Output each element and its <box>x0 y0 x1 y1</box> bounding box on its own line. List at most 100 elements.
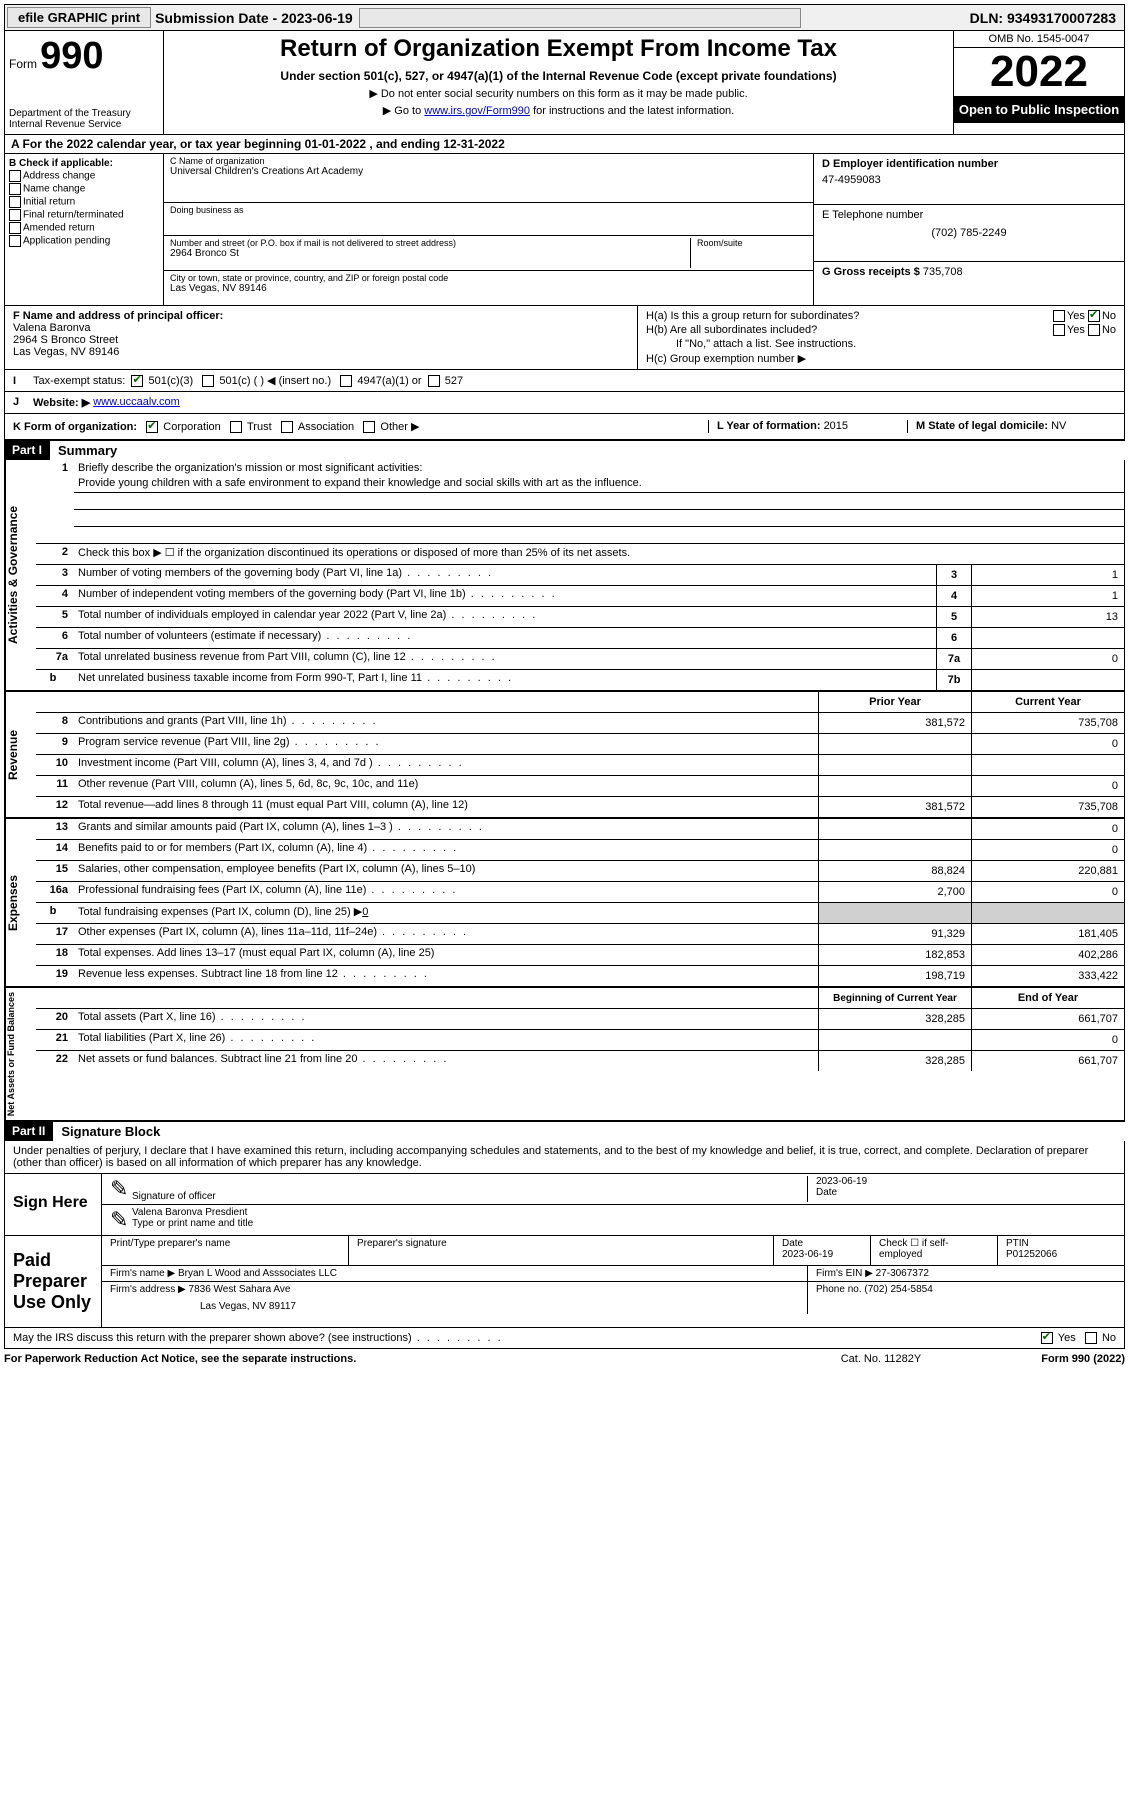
website-link[interactable]: www.uccaalv.com <box>93 396 180 409</box>
street-address: 2964 Bronco St <box>170 248 684 259</box>
end-21: 0 <box>971 1030 1124 1050</box>
h-b-yes[interactable] <box>1053 324 1065 336</box>
beg-20: 328,285 <box>818 1009 971 1029</box>
org-name: Universal Children's Creations Art Acade… <box>170 166 807 177</box>
top-bar: efile GRAPHIC print Submission Date - 20… <box>4 4 1125 31</box>
firm-addr1: 7836 West Sahara Ave <box>189 1284 291 1295</box>
beg-21 <box>818 1030 971 1050</box>
curr-19: 333,422 <box>971 966 1124 986</box>
val-3: 1 <box>971 565 1124 585</box>
chk-initial-return[interactable]: Initial return <box>9 196 159 208</box>
perjury-statement: Under penalties of perjury, I declare th… <box>5 1141 1124 1174</box>
prep-date: 2023-06-19 <box>782 1249 862 1260</box>
row-a-period: A For the 2022 calendar year, or tax yea… <box>4 135 1125 154</box>
prior-18: 182,853 <box>818 945 971 965</box>
chk-corporation[interactable] <box>146 421 158 433</box>
header-right: OMB No. 1545-0047 2022 Open to Public In… <box>953 31 1124 134</box>
omb-number: OMB No. 1545-0047 <box>954 31 1124 48</box>
curr-8: 735,708 <box>971 713 1124 733</box>
curr-9: 0 <box>971 734 1124 754</box>
col-b-checkboxes: B Check if applicable: Address change Na… <box>5 154 164 305</box>
h-b-no[interactable] <box>1088 324 1100 336</box>
chk-name-change[interactable]: Name change <box>9 183 159 195</box>
irs-link[interactable]: www.irs.gov/Form990 <box>424 105 530 117</box>
vtab-expenses: Expenses <box>5 819 36 986</box>
chk-amended[interactable]: Amended return <box>9 222 159 234</box>
curr-18: 402,286 <box>971 945 1124 965</box>
ein-value: 47-4959083 <box>822 174 1116 186</box>
mission-blank-2 <box>74 510 1124 527</box>
vtab-net-assets: Net Assets or Fund Balances <box>5 988 36 1120</box>
cat-no: Cat. No. 11282Y <box>841 1353 922 1365</box>
prior-16b <box>818 903 971 923</box>
curr-17: 181,405 <box>971 924 1124 944</box>
chk-final-return[interactable]: Final return/terminated <box>9 209 159 221</box>
h-a-yes[interactable] <box>1053 310 1065 322</box>
discuss-no[interactable] <box>1085 1332 1097 1344</box>
firm-name: Bryan L Wood and Asssociates LLC <box>178 1268 337 1279</box>
chk-trust[interactable] <box>230 421 242 433</box>
chk-application-pending[interactable]: Application pending <box>9 235 159 247</box>
curr-16a: 0 <box>971 882 1124 902</box>
h-a-no[interactable] <box>1088 310 1100 322</box>
dept-treasury: Department of the Treasury Internal Reve… <box>9 108 159 130</box>
vtab-activities: Activities & Governance <box>5 460 36 690</box>
chk-address-change[interactable]: Address change <box>9 170 159 182</box>
prior-9 <box>818 734 971 754</box>
gross-receipts-box: G Gross receipts $ 735,708 <box>814 262 1124 282</box>
chk-other[interactable] <box>363 421 375 433</box>
curr-16b <box>971 903 1124 923</box>
ptin: P01252066 <box>1006 1249 1116 1260</box>
officer-sig-label: Signature of officer <box>132 1191 807 1202</box>
efile-print-button[interactable]: efile GRAPHIC print <box>7 7 151 28</box>
curr-10 <box>971 755 1124 775</box>
mission-text: Provide young children with a safe envir… <box>74 476 1124 493</box>
row-i-tax-status: I Tax-exempt status: 501(c)(3) 501(c) ( … <box>4 370 1125 392</box>
officer-name-title: Valena Baronva Presdient <box>132 1207 1116 1218</box>
beg-22: 328,285 <box>818 1051 971 1071</box>
form-header: Form 990 Department of the Treasury Inte… <box>4 31 1125 135</box>
chk-4947[interactable] <box>340 375 352 387</box>
chk-501c[interactable] <box>202 375 214 387</box>
chk-527[interactable] <box>428 375 440 387</box>
part-i-header: Part I Summary <box>4 440 1125 460</box>
pen-icon-2: ✎ <box>110 1207 132 1233</box>
prior-17: 91,329 <box>818 924 971 944</box>
form-number: 990 <box>40 35 103 77</box>
header-center: Return of Organization Exempt From Incom… <box>164 31 953 134</box>
header-left: Form 990 Department of the Treasury Inte… <box>5 31 164 134</box>
val-4: 1 <box>971 586 1124 606</box>
sig-date-value: 2023-06-19 <box>816 1176 1116 1187</box>
dba-box: Doing business as <box>164 203 813 236</box>
state-domicile: NV <box>1051 420 1066 432</box>
form-title: Return of Organization Exempt From Incom… <box>174 35 943 63</box>
page-footer: For Paperwork Reduction Act Notice, see … <box>4 1349 1125 1369</box>
dln: DLN: 93493170007283 <box>970 10 1122 26</box>
firm-phone: (702) 254-5854 <box>864 1284 932 1295</box>
prior-8: 381,572 <box>818 713 971 733</box>
pen-icon: ✎ <box>110 1176 132 1202</box>
curr-13: 0 <box>971 819 1124 839</box>
vtab-revenue: Revenue <box>5 692 36 817</box>
curr-14: 0 <box>971 840 1124 860</box>
city-state-zip: Las Vegas, NV 89146 <box>170 283 807 294</box>
signature-section: Under penalties of perjury, I declare th… <box>4 1141 1125 1349</box>
part-ii-header: Part II Signature Block <box>4 1121 1125 1141</box>
discuss-yes[interactable] <box>1041 1332 1053 1344</box>
tax-year: 2022 <box>954 48 1124 96</box>
chk-association[interactable] <box>281 421 293 433</box>
prior-15: 88,824 <box>818 861 971 881</box>
prior-16a: 2,700 <box>818 882 971 902</box>
val-7b <box>971 670 1124 690</box>
col-c-org-info: C Name of organization Universal Childre… <box>164 154 813 305</box>
section-revenue: Revenue Prior YearCurrent Year 8Contribu… <box>4 691 1125 818</box>
curr-12: 735,708 <box>971 797 1124 817</box>
mission-blank-3 <box>74 527 1124 543</box>
prior-11 <box>818 776 971 796</box>
chk-501c3[interactable] <box>131 375 143 387</box>
year-formation: 2015 <box>824 420 848 432</box>
submission-bar <box>359 8 801 28</box>
firm-addr2: Las Vegas, NV 89117 <box>110 1301 799 1312</box>
prior-14 <box>818 840 971 860</box>
submission-label: Submission Date - 2023-06-19 <box>155 10 353 26</box>
